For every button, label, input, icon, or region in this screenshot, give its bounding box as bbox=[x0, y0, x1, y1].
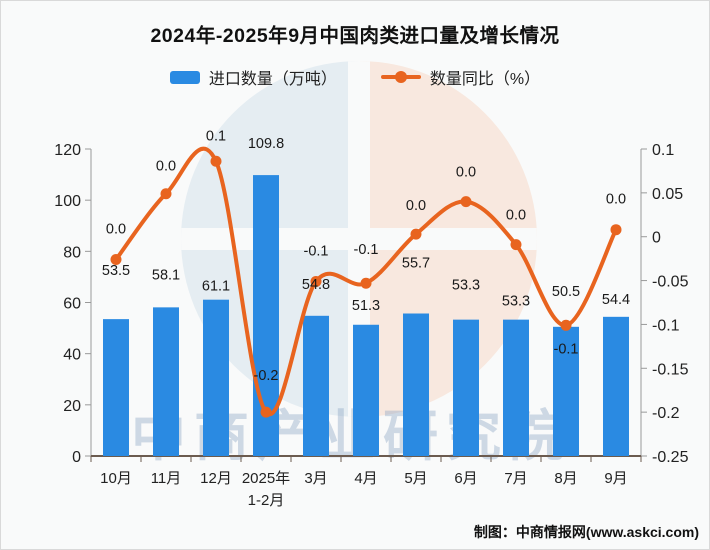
bar-value-label: 55.7 bbox=[402, 256, 430, 272]
left-axis-tick-label: 120 bbox=[54, 142, 81, 159]
yoy-value-label: 0.1 bbox=[206, 128, 226, 144]
yoy-value-label: -0.1 bbox=[304, 243, 329, 259]
yoy-line-point bbox=[610, 224, 622, 236]
right-axis-tick-label: -0.1 bbox=[652, 317, 680, 334]
bar bbox=[153, 307, 179, 456]
x-axis-category-label: 5月 bbox=[404, 470, 427, 487]
yoy-value-label: -0.1 bbox=[354, 242, 379, 258]
right-axis-tick-label: -0.25 bbox=[652, 449, 689, 466]
yoy-value-label: 0.0 bbox=[506, 208, 526, 224]
right-axis-tick-label: 0 bbox=[652, 230, 661, 247]
x-axis-category-label: 6月 bbox=[454, 470, 477, 487]
left-axis-tick-label: 80 bbox=[63, 244, 81, 261]
yoy-value-label: 0.0 bbox=[156, 159, 176, 175]
yoy-value-label: 0.0 bbox=[606, 192, 626, 208]
bar bbox=[353, 324, 379, 456]
yoy-line-point bbox=[360, 277, 372, 289]
yoy-line-point bbox=[260, 406, 272, 418]
bar bbox=[303, 315, 329, 456]
yoy-line-point bbox=[210, 155, 222, 167]
bar bbox=[553, 326, 579, 456]
bar-value-label: 53.5 bbox=[102, 263, 130, 279]
line-legend-marker-icon bbox=[380, 71, 421, 83]
bar-value-label: 58.1 bbox=[152, 267, 180, 283]
left-axis-tick-label: 60 bbox=[63, 296, 81, 313]
bar-value-label: 53.3 bbox=[452, 278, 480, 294]
bar bbox=[203, 299, 229, 456]
bar-value-label: 53.3 bbox=[502, 294, 530, 310]
right-axis-tick-label: 0.05 bbox=[652, 186, 683, 203]
yoy-line-point bbox=[560, 319, 572, 331]
bar bbox=[103, 319, 129, 456]
credit-text: 制图：中商情报网(www.askci.com) bbox=[473, 524, 699, 540]
x-axis-category-label: 7月 bbox=[504, 470, 527, 487]
right-axis-tick-label: 0.1 bbox=[652, 142, 674, 159]
left-axis-tick-label: 0 bbox=[72, 449, 81, 466]
bar bbox=[453, 319, 479, 456]
bar-value-label: 54.4 bbox=[602, 292, 630, 308]
bar-value-label: 54.8 bbox=[302, 277, 330, 293]
bar-value-label: 50.5 bbox=[552, 284, 580, 300]
left-axis-tick-label: 40 bbox=[63, 347, 81, 364]
bar bbox=[503, 319, 529, 456]
x-axis-category-label: 9月 bbox=[604, 470, 627, 487]
yoy-value-label: -0.2 bbox=[254, 368, 279, 384]
x-axis-category-label: 3月 bbox=[304, 470, 327, 487]
yoy-line-point bbox=[310, 275, 322, 287]
legend-item-import-volume: 进口数量（万吨） bbox=[169, 65, 337, 89]
yoy-line-point bbox=[110, 254, 122, 266]
bar-value-label: 109.8 bbox=[248, 136, 284, 152]
left-axis-tick-label: 100 bbox=[54, 193, 81, 210]
yoy-value-label: 0.0 bbox=[106, 222, 126, 238]
chart-title: 2024年-2025年9月中国肉类进口量及增长情况 bbox=[150, 25, 560, 47]
yoy-line-point bbox=[460, 196, 472, 208]
bar-value-label: 51.3 bbox=[352, 298, 380, 314]
x-axis-category-label: 12月 bbox=[200, 470, 232, 487]
legend-item-yoy: 数量同比（%） bbox=[380, 65, 541, 89]
left-axis-tick-label: 20 bbox=[63, 398, 81, 415]
x-axis-category-label: 2025年 bbox=[242, 470, 290, 487]
bar-legend-swatch-icon bbox=[169, 70, 200, 84]
yoy-line-point bbox=[510, 239, 522, 251]
legend-label-yoy: 数量同比（%） bbox=[429, 71, 541, 88]
x-axis-category-label: 1-2月 bbox=[248, 492, 285, 509]
yoy-line-point bbox=[410, 228, 422, 240]
bar bbox=[403, 313, 429, 456]
right-axis-tick-label: -0.05 bbox=[652, 274, 689, 291]
yoy-value-label: 0.0 bbox=[456, 165, 476, 181]
x-axis-category-label: 11月 bbox=[151, 470, 182, 487]
yoy-line-point bbox=[160, 188, 172, 200]
right-axis-tick-label: -0.2 bbox=[652, 405, 680, 422]
yoy-value-label: 0.0 bbox=[406, 198, 426, 214]
yoy-line bbox=[114, 146, 618, 417]
bar bbox=[603, 316, 629, 456]
yoy-value-label: -0.1 bbox=[554, 341, 579, 357]
x-axis-category-label: 8月 bbox=[554, 470, 577, 487]
x-axis-category-label: 10月 bbox=[100, 470, 132, 487]
bar-value-label: 61.1 bbox=[202, 279, 230, 295]
chart-legend: 进口数量（万吨） 数量同比（%） bbox=[1, 65, 709, 89]
legend-label-import-volume: 进口数量（万吨） bbox=[208, 71, 337, 88]
x-axis-category-label: 4月 bbox=[354, 470, 377, 487]
right-axis-tick-label: -0.15 bbox=[652, 361, 689, 378]
